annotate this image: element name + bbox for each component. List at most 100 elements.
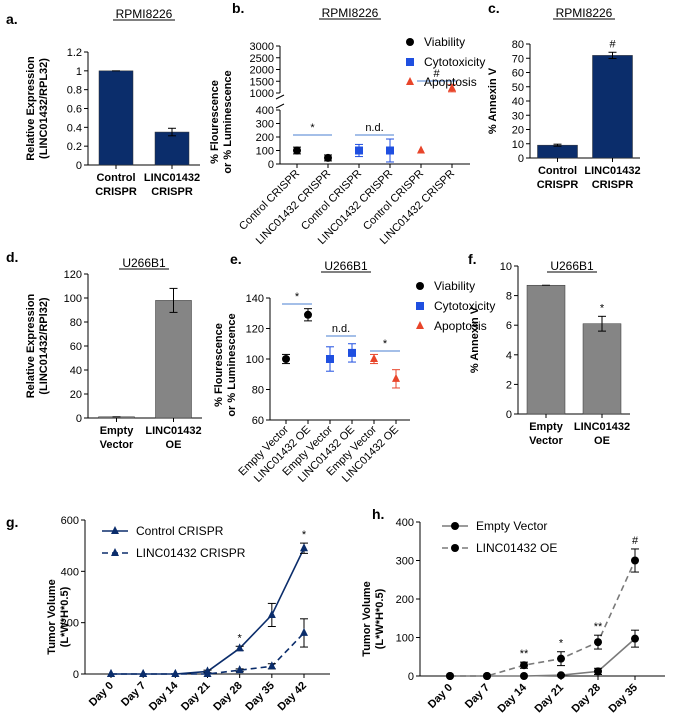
chart-f-xtick-label: Vector: [529, 435, 563, 447]
chart-b-legend-label: Cytotoxicity: [424, 55, 485, 69]
chart-a-bar: [98, 70, 134, 166]
chart-g-xtick-label: Day 28: [211, 680, 245, 714]
chart-g-xtick-label: Day 42: [276, 680, 310, 714]
chart-d-ytick-label: 60: [70, 341, 82, 353]
chart-h-legend-marker: [451, 522, 459, 530]
panel-label-b: b.: [232, 0, 244, 16]
chart-a-ytick-label: 0.2: [67, 141, 82, 153]
chart-f-ytick-label: 2: [506, 379, 512, 391]
chart-d-xtick-label: LINC01432: [145, 425, 201, 437]
chart-a-xtick-label: LINC01432: [144, 172, 200, 184]
chart-g-ytick-label: 200: [61, 618, 79, 630]
chart-h-point: [557, 654, 565, 663]
chart-g-xtick-label: Day 14: [147, 679, 181, 713]
chart-h-ytick-label: 300: [396, 556, 414, 568]
chart-a-ytick-label: 1.2: [67, 47, 82, 59]
chart-f-xtick-label: LINC01432: [574, 421, 630, 433]
chart-c-xtick-label: CRISPR: [537, 179, 579, 191]
chart-e-legend-marker-square: [416, 302, 424, 310]
chart-g-annotation: *: [238, 632, 243, 644]
chart-a-bar: [154, 131, 190, 166]
chart-f-bar: [526, 284, 566, 415]
panel-title-c: RPMI8226: [556, 6, 613, 20]
panel-label-a: a.: [6, 11, 18, 27]
chart-b-axis-break-mark: [275, 94, 285, 100]
chart-h-ylabel: (L*W*H*0.5): [374, 588, 386, 649]
chart-h-xtick-label: Day 35: [607, 682, 641, 716]
chart-b-lower-ytick-label: 300: [256, 119, 274, 131]
panel-title-d: U266B1: [122, 256, 166, 270]
chart-e-legend-label: Apoptosis: [434, 319, 487, 333]
chart-a-ytick-label: 0: [76, 160, 82, 172]
chart-e-annotation: *: [383, 338, 388, 350]
chart-h-point: [520, 672, 528, 680]
chart-a-ytick-label: 0.8: [67, 85, 82, 97]
chart-c-ytick-label: 20: [512, 125, 524, 137]
chart-d-ytick-label: 120: [64, 269, 82, 281]
chart-h-point: [557, 671, 565, 680]
chart-g-point: [267, 661, 276, 670]
chart-b-annotation: #: [433, 68, 440, 80]
chart-c-bar: [537, 144, 578, 159]
chart-b-legend-marker-circle: [406, 38, 414, 46]
chart-c-xtick-label: CRISPR: [592, 179, 634, 191]
chart-h-xtick-label: Day 7: [463, 682, 492, 711]
chart-h-point: [594, 638, 602, 647]
chart-b-upper-ytick-label: 3000: [250, 41, 274, 53]
chart-g-point: [300, 627, 308, 636]
chart-d-ytick-label: 0: [76, 413, 82, 425]
chart-d-xtick-label: Vector: [100, 439, 134, 451]
chart-c-ytick-label: 30: [512, 110, 524, 122]
chart-e-ytick-label: 100: [246, 354, 264, 366]
chart-h-legend-marker: [451, 544, 459, 552]
chart-b-lower-ytick-label: 0: [268, 159, 274, 171]
chart-c-ytick-label: 50: [512, 82, 524, 94]
chart-e-ylabel: or % Luminescence: [226, 313, 238, 416]
panel-label-d: d.: [6, 249, 18, 265]
chart-h-ytick-label: 0: [408, 671, 414, 683]
chart-g-xtick-label: Day 7: [119, 680, 148, 709]
chart-h-xtick-label: Day 21: [533, 682, 567, 716]
chart-d-ylabel: (LINC01432/RPl32): [38, 297, 50, 395]
chart-e-legend-label: Viability: [434, 279, 475, 293]
chart-e-ytick-label: 80: [252, 385, 264, 397]
chart-b-ylabel: % Flourescence: [209, 80, 221, 164]
chart-h-point: [520, 661, 528, 670]
panel-title-f: U266B1: [550, 259, 594, 273]
panel-label-c: c.: [488, 0, 500, 16]
chart-g-series-line-solid: [111, 547, 305, 675]
chart-h-ytick-label: 400: [396, 517, 414, 529]
chart-g-xtick-label: Day 35: [243, 680, 277, 714]
chart-d-xtick-label: Empty: [100, 425, 135, 437]
chart-c-ytick-label: 10: [512, 139, 524, 151]
chart-h-xtick-label: Day 14: [496, 681, 530, 715]
chart-h-point: [631, 556, 639, 565]
chart-e-ytick-label: 140: [246, 293, 264, 305]
chart-b-lower-ytick-label: 400: [256, 105, 274, 117]
chart-a-xtick-label: CRISPR: [95, 186, 137, 198]
chart-h-annotation: **: [594, 621, 603, 633]
chart-c-ytick-label: 70: [512, 53, 524, 65]
chart-g-annotation: *: [302, 529, 307, 541]
chart-f-annotation: *: [600, 302, 605, 314]
chart-c-ytick-label: 40: [512, 96, 524, 108]
chart-h-point: [483, 672, 491, 680]
chart-d-ytick-label: 20: [70, 389, 82, 401]
chart-b-upper-ytick-label: 2000: [250, 65, 274, 77]
chart-f-ytick-label: 8: [506, 291, 512, 303]
chart-g-ylabel: Tumor Volume: [46, 579, 58, 654]
panel-label-g: g.: [6, 514, 18, 530]
chart-f-xtick-label: OE: [594, 435, 610, 447]
chart-h-legend-label: Empty Vector: [476, 519, 547, 533]
chart-e-legend-label: Cytotoxicity: [434, 299, 495, 313]
chart-e-point-circle: [304, 310, 312, 319]
panel-title-e: U266B1: [324, 259, 368, 273]
chart-b-annotation: *: [310, 122, 315, 134]
chart-g-legend-label: LINC01432 CRISPR: [136, 546, 246, 560]
chart-g-legend-marker: [111, 526, 119, 534]
chart-h-annotation: #: [632, 535, 639, 547]
chart-g-point: [235, 643, 244, 652]
chart-e-point-square: [348, 348, 356, 357]
chart-g-ytick-label: 400: [61, 566, 79, 578]
